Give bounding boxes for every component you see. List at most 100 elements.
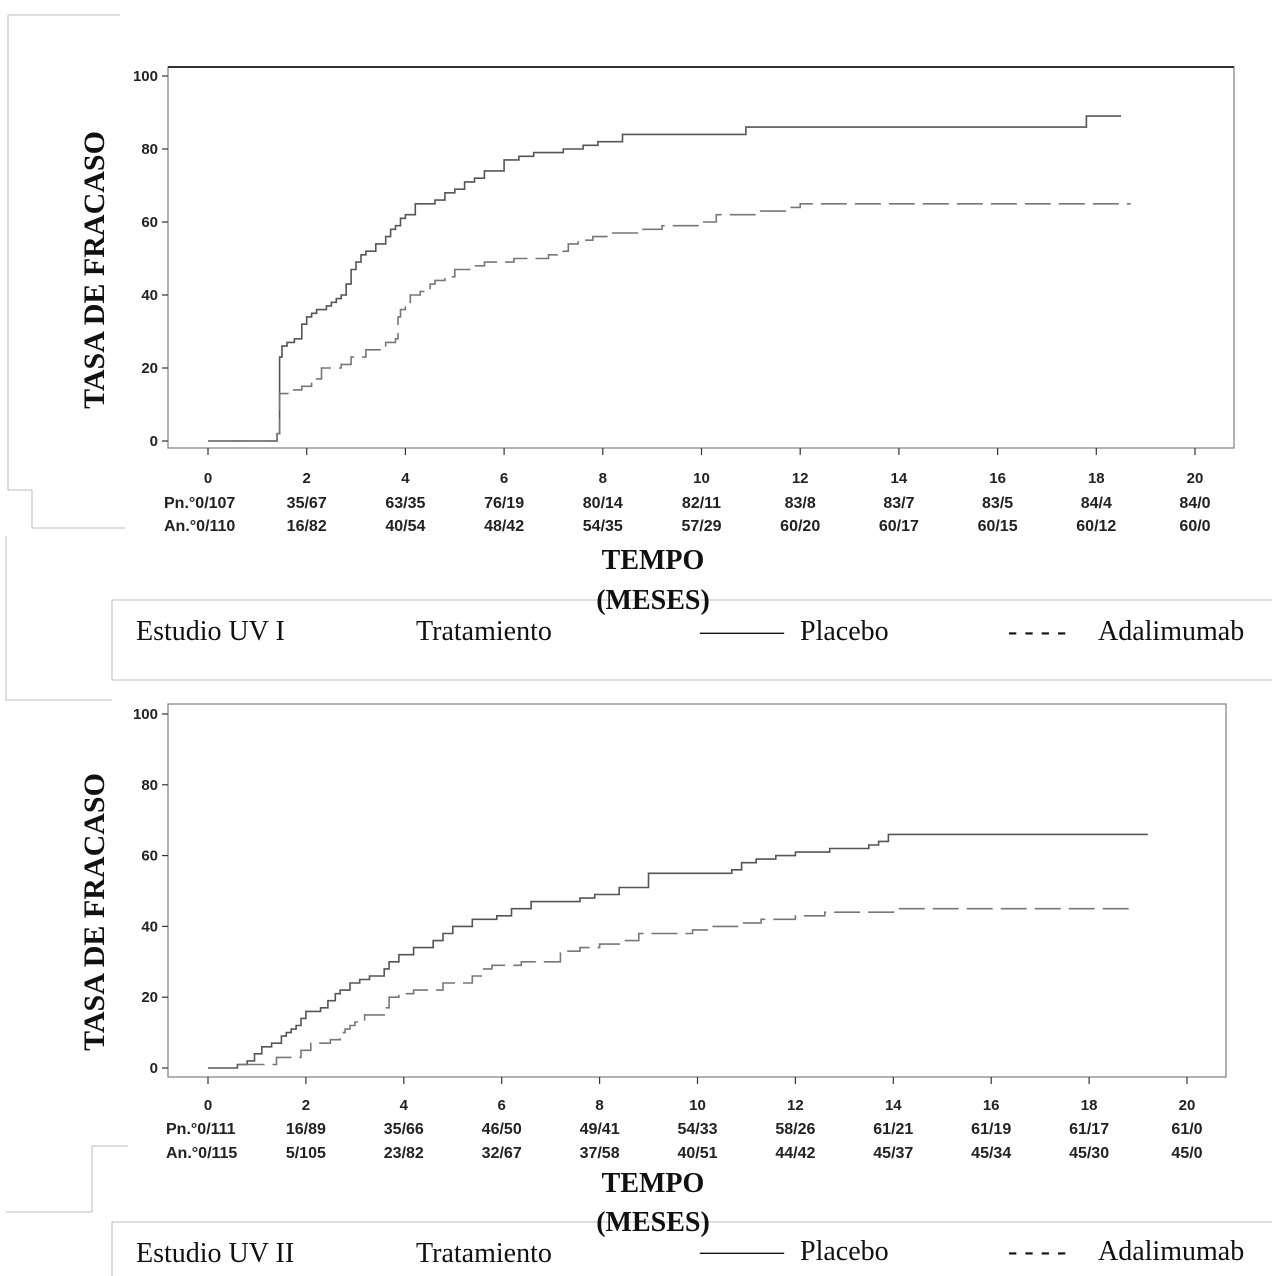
risk-cell: 16/89 — [286, 1121, 326, 1138]
y-tick-label: 100 — [133, 706, 158, 723]
risk-cell: 45/30 — [1069, 1145, 1109, 1162]
risk-cell: 45/0 — [1171, 1145, 1202, 1162]
chart-uv1-x-axis: 0 2 4 6 8 10 12 14 16 18 20 — [204, 448, 1204, 487]
risk-cell: 23/82 — [384, 1145, 424, 1162]
risk-cell: 76/19 — [484, 495, 524, 512]
x-tick-label: 10 — [693, 470, 710, 487]
y-tick-label: 20 — [141, 360, 158, 377]
risk-cell: 61/21 — [873, 1121, 913, 1138]
risk-cell: 49/41 — [580, 1121, 620, 1138]
x-tick-label: 0 — [204, 470, 212, 487]
series-placebo-line — [208, 115, 1121, 442]
chart-uv2-risk-table: Pn.°0/111 16/89 35/66 46/50 49/41 54/33 58/26 6… — [166, 1121, 1203, 1162]
risk-cell: 83/7 — [883, 495, 914, 512]
y-tick-label: 80 — [141, 141, 158, 158]
risk-cell: 35/67 — [287, 495, 327, 512]
series-adalimumab-line — [208, 907, 1134, 1069]
y-tick-label: 80 — [141, 777, 158, 794]
risk-cell: 5/105 — [286, 1145, 326, 1162]
legend-heading: Tratamiento — [416, 616, 552, 647]
risk-row-label: An.°0/115 — [166, 1145, 237, 1162]
legend-placebo-label: Placebo — [800, 1236, 889, 1267]
risk-row-label: An.°0/110 — [164, 518, 235, 535]
risk-cell: 48/42 — [484, 518, 524, 535]
risk-cell: 16/82 — [287, 518, 327, 535]
risk-cell: 83/8 — [785, 495, 816, 512]
risk-cell: 54/33 — [677, 1121, 717, 1138]
scan-frame-lines — [5, 14, 1272, 1276]
risk-cell: 84/0 — [1179, 495, 1210, 512]
risk-cell: 61/19 — [971, 1121, 1011, 1138]
risk-cell: 45/34 — [971, 1145, 1011, 1162]
x-tick-label: 8 — [599, 470, 607, 487]
risk-cell: 40/54 — [385, 518, 425, 535]
x-tick-label: 14 — [891, 470, 908, 487]
x-tick-label: 6 — [498, 1097, 506, 1114]
x-tick-label: 18 — [1081, 1097, 1098, 1114]
risk-cell: 45/37 — [873, 1145, 913, 1162]
chart-uv1-plot-frame — [167, 66, 1235, 449]
risk-cell: 60/0 — [1179, 518, 1210, 535]
risk-row-label: Pn.°0/111 — [166, 1121, 236, 1138]
legend-heading: Tratamiento — [416, 1238, 552, 1269]
x-tick-label: 4 — [401, 470, 410, 487]
x-tick-label: 0 — [204, 1097, 212, 1114]
legend-placebo-label: Placebo — [800, 616, 889, 647]
chart-uv1-series — [208, 115, 1131, 442]
legend-placebo-line: ——— — [699, 616, 785, 647]
x-tick-label: 10 — [689, 1097, 706, 1114]
y-tick-label: 0 — [150, 433, 158, 450]
x-tick-label: 8 — [595, 1097, 603, 1114]
risk-cell: 82/11 — [682, 495, 721, 512]
x-tick-label: 2 — [302, 1097, 310, 1114]
x-tick-label: 12 — [787, 1097, 804, 1114]
risk-cell: 58/26 — [775, 1121, 815, 1138]
x-tick-label: 4 — [400, 1097, 409, 1114]
chart-uv1-y-axis: 0 20 40 60 80 100 — [133, 68, 168, 450]
series-adalimumab-line — [208, 203, 1131, 442]
chart-uv1-risk-table: Pn.°0/107 35/67 63/35 76/19 80/14 82/11 83/8 83… — [164, 495, 1211, 535]
y-tick-label: 60 — [141, 214, 158, 231]
x-tick-label: 14 — [885, 1097, 902, 1114]
chart-uv2-series — [208, 833, 1148, 1069]
y-tick-label: 0 — [150, 1060, 158, 1077]
chart-uv2-x-axis-label-line1: TEMPO — [602, 1168, 705, 1199]
legend-adalimumab-label: Adalimumab — [1098, 616, 1244, 647]
risk-cell: 40/51 — [677, 1145, 717, 1162]
chart-uv2: 0 20 40 60 80 100 0 2 4 6 8 10 12 14 16 18 20 TASA DE F… — [78, 703, 1272, 1269]
risk-cell: 60/15 — [978, 518, 1018, 535]
legend-adalimumab-label: Adalimumab — [1098, 1236, 1244, 1267]
risk-cell: 54/35 — [583, 518, 623, 535]
x-tick-label: 6 — [500, 470, 508, 487]
legend-adalimumab-line: - - - - — [1008, 616, 1066, 647]
legend-study-label: Estudio UV II — [136, 1238, 294, 1269]
y-tick-label: 100 — [133, 68, 158, 85]
risk-cell: 60/17 — [879, 518, 919, 535]
legend-adalimumab-line: - - - - — [1008, 1236, 1066, 1267]
risk-cell: 44/42 — [775, 1145, 815, 1162]
y-tick-label: 40 — [141, 918, 158, 935]
risk-cell: 80/14 — [583, 495, 623, 512]
chart-uv1-x-axis-label-line1: TEMPO — [602, 545, 705, 576]
series-placebo-line — [208, 833, 1148, 1069]
chart-uv2-legend: Estudio UV II Tratamiento ——— Placebo - … — [136, 1236, 1244, 1269]
chart-uv2-y-axis-label: TASA DE FRACASO — [78, 773, 111, 1051]
chart-uv1-x-axis-label-line2: (MESES) — [596, 585, 710, 616]
chart-uv1-xlabel-box — [570, 532, 1272, 598]
y-tick-label: 60 — [141, 848, 158, 865]
x-tick-label: 12 — [792, 470, 809, 487]
x-tick-label: 16 — [983, 1097, 1000, 1114]
x-tick-label: 18 — [1088, 470, 1105, 487]
chart-uv2-x-axis-label-line2: (MESES) — [596, 1207, 710, 1238]
x-tick-label: 16 — [989, 470, 1006, 487]
x-tick-label: 20 — [1179, 1097, 1196, 1114]
chart-uv2-x-axis: 0 2 4 6 8 10 12 14 16 18 20 — [204, 1077, 1196, 1114]
y-tick-label: 40 — [141, 287, 158, 304]
x-tick-label: 20 — [1187, 470, 1204, 487]
risk-cell: 61/17 — [1069, 1121, 1109, 1138]
risk-cell: 61/0 — [1171, 1121, 1202, 1138]
x-tick-label: 2 — [303, 470, 311, 487]
risk-cell: 35/66 — [384, 1121, 424, 1138]
risk-cell: 37/58 — [580, 1145, 620, 1162]
